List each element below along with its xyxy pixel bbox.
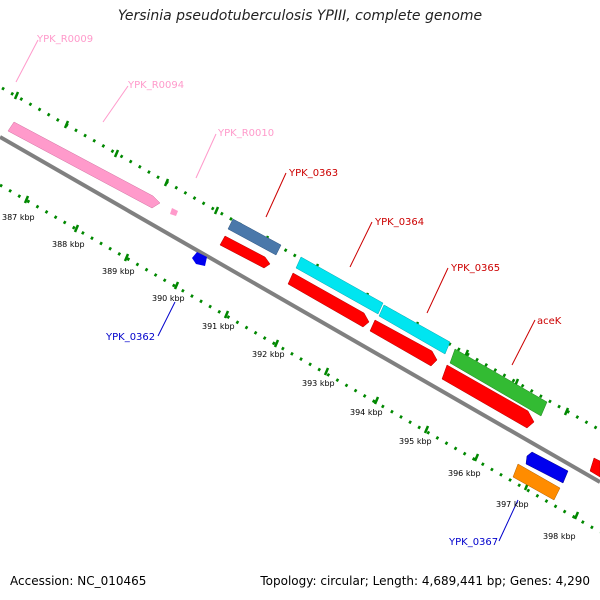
- accession-text: Accession: NC_010465: [10, 574, 147, 588]
- map-title: Yersinia pseudotuberculosis YPIII, compl…: [117, 8, 483, 24]
- label-acek[interactable]: aceK: [537, 316, 562, 327]
- cds-ypk-0364-cyan[interactable]: [295, 256, 384, 315]
- genome-backbone: [0, 135, 600, 484]
- label-ypk-r0094[interactable]: YPK_R0094: [127, 80, 184, 91]
- tick-label-392: 392 kbp: [252, 350, 285, 359]
- rna-feature-ypk-r0009[interactable]: [7, 121, 161, 209]
- tick-label-390: 390 kbp: [152, 294, 185, 303]
- topology-summary: Topology: circular; Length: 4,689,441 bp…: [260, 574, 590, 588]
- cds-ypk-0367-orange[interactable]: [512, 463, 561, 501]
- cds-ypk-0367-blue[interactable]: [525, 451, 569, 484]
- cds-ypk-0364-red[interactable]: [287, 272, 370, 328]
- label-ypk-r0009[interactable]: YPK_R0009: [36, 34, 93, 45]
- rna-feature-ypk-r0010[interactable]: [170, 208, 178, 216]
- label-ypk-r0010[interactable]: YPK_R0010: [217, 128, 274, 139]
- label-leaders: [15, 39, 536, 542]
- tick-label-393: 393 kbp: [302, 379, 335, 388]
- lower-dotted-track: [0, 183, 600, 534]
- lower-tick-marks: [23, 195, 580, 520]
- label-ypk-0367[interactable]: YPK_0367: [448, 537, 498, 548]
- label-ypk-0363[interactable]: YPK_0363: [288, 168, 338, 179]
- tick-label-394: 394 kbp: [350, 408, 383, 417]
- tick-label-395: 395 kbp: [399, 437, 432, 446]
- label-ypk-0365[interactable]: YPK_0365: [450, 263, 500, 274]
- tick-label-397: 397 kbp: [496, 500, 529, 509]
- tick-label-389: 389 kbp: [102, 267, 135, 276]
- cds-ypk-0362-blue[interactable]: [192, 252, 207, 266]
- tick-label-391: 391 kbp: [202, 322, 235, 331]
- label-ypk-0364[interactable]: YPK_0364: [374, 217, 424, 228]
- tick-label-398: 398 kbp: [543, 532, 576, 541]
- label-ypk-0362[interactable]: YPK_0362: [105, 332, 155, 343]
- cds-acek-red[interactable]: [441, 364, 535, 429]
- cds-ypk-0365-cyan[interactable]: [378, 304, 451, 355]
- tick-label-388: 388 kbp: [52, 240, 85, 249]
- tick-label-396: 396 kbp: [448, 469, 481, 478]
- kbp-tick-labels: 387 kbp 388 kbp 389 kbp 390 kbp 391 kbp …: [2, 213, 576, 541]
- tick-label-387: 387 kbp: [2, 213, 35, 222]
- cds-acek-green[interactable]: [449, 348, 548, 417]
- cds-edge-red[interactable]: [589, 457, 600, 478]
- cds-ypk-0363-red[interactable]: [219, 235, 271, 269]
- cds-ypk-0363-steel[interactable]: [227, 218, 282, 256]
- cds-ypk-0365-red[interactable]: [369, 319, 438, 367]
